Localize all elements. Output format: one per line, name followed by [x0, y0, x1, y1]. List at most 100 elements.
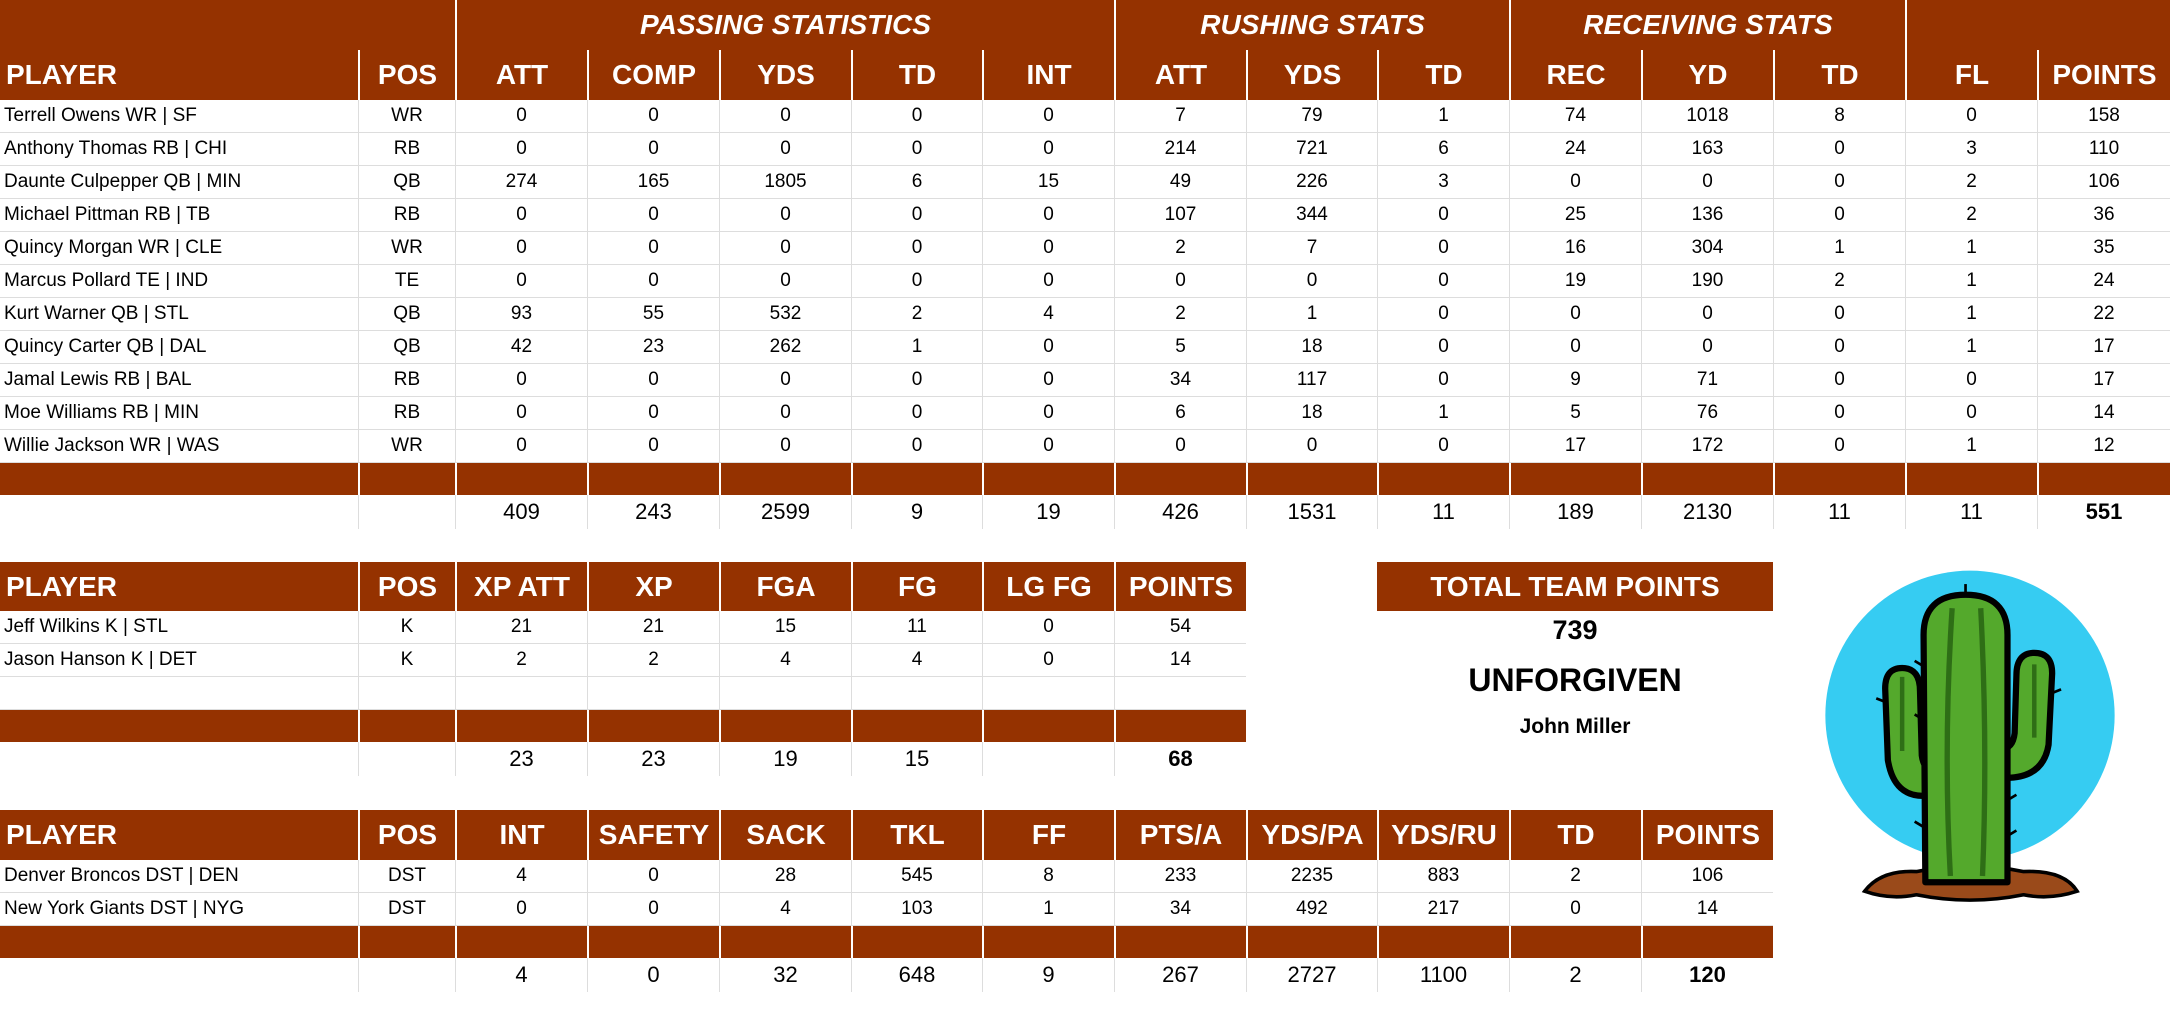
stat-cell: 0 [982, 364, 1114, 396]
stat-cell [587, 677, 719, 709]
column-header-xp: XP [587, 562, 719, 611]
offense-table-row: Willie Jackson WR | WAS WR 0 0 0 0 0 0 0 0 17 172 0 1… [0, 430, 2170, 463]
stat-cell: 0 [1377, 265, 1509, 297]
column-header-player: PLAYER [6, 819, 118, 850]
stat-cell: 0 [1773, 133, 1905, 165]
player-name-cell: Quincy Carter QB | DAL [4, 336, 207, 357]
stat-cell: 14 [1114, 644, 1246, 676]
stat-cell: 22 [2037, 298, 2170, 330]
stat-cell: 0 [455, 364, 587, 396]
position-cell: RB [358, 199, 455, 231]
separator-cell [0, 710, 358, 742]
stat-cell: 25 [1509, 199, 1641, 231]
column-header-player: PLAYER [6, 570, 118, 602]
column-header-safety: SAFETY [587, 810, 719, 860]
stat-cell: 0 [1246, 265, 1377, 297]
separator-cell [1246, 926, 1377, 958]
stat-cell: 0 [1641, 166, 1773, 198]
stat-cell: 14 [1641, 893, 1773, 925]
player-name-cell: Kurt Warner QB | STL [4, 303, 189, 324]
column-header-xp-att: XP ATT [455, 562, 587, 611]
stat-cell: 0 [719, 397, 851, 429]
total-team-points-value: 739 [1552, 615, 1598, 645]
stat-cell: 17 [1509, 430, 1641, 462]
offense-table-row: Moe Williams RB | MIN RB 0 0 0 0 0 6 18 1 5 76 0 0 14 [0, 397, 2170, 430]
position-cell: WR [358, 100, 455, 132]
offense-table-row: Jamal Lewis RB | BAL RB 0 0 0 0 0 34 117 0 9 71 0 0 17 [0, 364, 2170, 397]
stat-cell: 0 [1905, 364, 2037, 396]
separator-cell [1377, 463, 1509, 495]
player-name-cell: Moe Williams RB | MIN [4, 402, 199, 423]
player-name-cell [0, 677, 358, 709]
stat-cell: 0 [455, 430, 587, 462]
column-header-att: ATT [1114, 50, 1246, 100]
stat-cell: 0 [851, 364, 982, 396]
column-header-yds-pa: YDS/PA [1246, 810, 1377, 860]
stat-cell: 0 [1377, 430, 1509, 462]
stat-cell: 0 [1377, 331, 1509, 363]
stat-cell: 5 [1509, 397, 1641, 429]
stat-cell: 883 [1377, 860, 1509, 892]
column-header-yds-ru: YDS/RU [1377, 810, 1509, 860]
kickers-totals-row: 23 23 19 15 68 [0, 742, 1246, 776]
position-cell: RB [358, 133, 455, 165]
separator-cell [719, 926, 851, 958]
total-cell: 189 [1509, 495, 1641, 529]
column-header-sack: SACK [719, 810, 851, 860]
column-header-pos: POS [358, 50, 455, 100]
total-cell: 9 [982, 958, 1114, 992]
stat-cell: 721 [1246, 133, 1377, 165]
separator-cell [1114, 710, 1246, 742]
stat-cell: 2 [587, 644, 719, 676]
stat-cell: 0 [455, 133, 587, 165]
group-header-receiving-stats: RECEIVING STATS [1509, 0, 1905, 50]
offense-table-row: Michael Pittman RB | TB RB 0 0 0 0 0 107 344 0 25 1… [0, 199, 2170, 232]
stat-cell: 11 [851, 611, 982, 643]
offense-table-row: Daunte Culpepper QB | MIN QB 274 165 1805 6 15… [0, 166, 2170, 199]
stat-cell: 0 [1246, 430, 1377, 462]
stat-cell: 4 [719, 644, 851, 676]
player-name-cell: Quincy Morgan WR | CLE [4, 237, 223, 258]
stat-cell: 0 [1377, 232, 1509, 264]
separator-cell [719, 710, 851, 742]
stat-cell: 0 [982, 331, 1114, 363]
column-header-td: TD [851, 50, 982, 100]
stat-cell: 0 [587, 232, 719, 264]
cactus-icon [1825, 570, 2115, 902]
stat-cell: 190 [1641, 265, 1773, 297]
player-name-cell: Anthony Thomas RB | CHI [4, 138, 228, 159]
stat-cell: 0 [851, 133, 982, 165]
column-header-pos: POS [358, 562, 455, 611]
total-cell: 15 [851, 742, 982, 776]
position-cell: WR [358, 232, 455, 264]
column-header-td: TD [1509, 810, 1641, 860]
column-header-yds: YDS [1246, 50, 1377, 100]
stat-cell: 1805 [719, 166, 851, 198]
group-header-blank [1905, 0, 2170, 50]
total-cell: 243 [587, 495, 719, 529]
stat-cell: 6 [851, 166, 982, 198]
column-header-pts-a: PTS/A [1114, 810, 1246, 860]
stat-cell: 0 [1377, 298, 1509, 330]
total-cell: 19 [719, 742, 851, 776]
stat-cell: 2 [1905, 166, 2037, 198]
total-cell [358, 495, 455, 529]
stat-cell: 532 [719, 298, 851, 330]
stat-cell: 0 [455, 199, 587, 231]
stat-cell: 0 [1641, 298, 1773, 330]
defense-totals-row: 4 0 32 648 9 267 2727 1100 2 120 [0, 958, 1773, 992]
stat-cell: 106 [1641, 860, 1773, 892]
stat-cell: 0 [851, 199, 982, 231]
column-header-int: INT [455, 810, 587, 860]
stat-cell: 2 [1114, 298, 1246, 330]
stat-cell: 1018 [1641, 100, 1773, 132]
stat-cell: 1 [1377, 397, 1509, 429]
total-cell: 1531 [1246, 495, 1377, 529]
stat-cell: 0 [1773, 397, 1905, 429]
stat-cell: 492 [1246, 893, 1377, 925]
position-cell: QB [358, 331, 455, 363]
offense-separator-bar [0, 463, 2170, 495]
kickers-separator-bar [0, 710, 1246, 742]
stat-cell: 117 [1246, 364, 1377, 396]
stat-cell: 5 [1114, 331, 1246, 363]
